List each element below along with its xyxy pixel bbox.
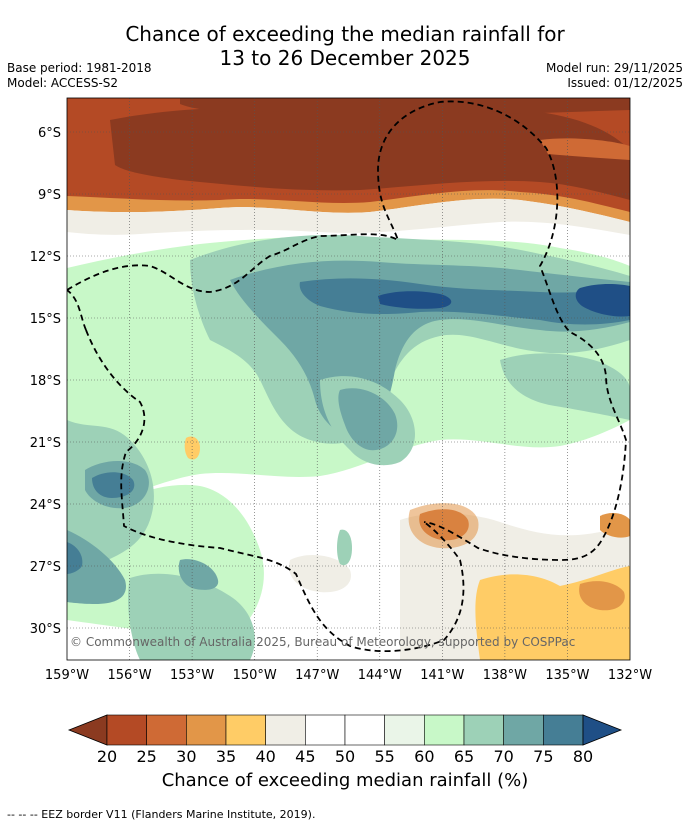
longitude-label: 135°W [545,668,589,683]
eez-border-central [67,100,627,561]
eez-border-southwest [85,329,465,652]
longitude-label: 141°W [420,668,464,683]
colorbar-bin [424,714,465,746]
footer-note: -- -- -- EEZ border V11 (Flanders Marine… [7,808,316,821]
colorbar-bin [305,714,346,746]
colorbar-bin [225,714,266,746]
issued-date: Issued: 01/12/2025 [567,76,683,90]
neutral-patch-southwest [289,555,351,593]
longitude-label: 153°W [170,668,214,683]
latitude-label: 30°S [30,622,61,637]
dry-band-top-strip [180,98,630,114]
colorbar-bin [344,714,385,746]
colorbar-bin [265,714,306,746]
dry-band-dark [110,106,630,200]
latitude-label: 24°S [30,498,61,513]
dry-patch-east [540,138,630,160]
model-name: Model: ACCESS-S2 [7,76,119,90]
latitude-label: 15°S [30,312,61,327]
colorbar-tick-label: 40 [255,747,275,766]
wet-core-east [575,284,630,317]
latitude-label: 9°S [38,188,61,203]
title-line-2: 13 to 26 December 2025 [219,46,471,70]
colorbar-tick-label: 30 [176,747,196,766]
colorbar-tick-label: 35 [216,747,236,766]
longitude-labels: 159°W 156°W 153°W 150°W 147°W 144°W 141°W 138°W… [45,668,652,683]
wet-core-central [378,291,452,309]
dry-patch-south-east-core [579,581,625,611]
wet-region-central-lower-teal [338,388,398,451]
colorbar: 20 25 30 35 40 45 50 55 60 65 70 75 80 [67,714,623,766]
map-title: Chance of exceeding the median rainfall … [0,22,690,70]
latitude-label: 6°S [38,126,61,141]
colorbar-tick-label: 80 [573,747,593,766]
colorbar-title: Chance of exceeding median rainfall (%) [161,770,529,791]
longitude-label: 159°W [45,668,89,683]
eez-borders [67,100,627,652]
neutral-band [67,198,630,235]
colorbar-arrow-high [582,714,623,746]
colorbar-tick-label: 70 [493,747,513,766]
colorbar-bin [543,714,584,746]
wet-cluster-west-dark [92,472,135,498]
colorbar-tick-label: 75 [533,747,553,766]
longitude-label: 156°W [107,668,151,683]
longitude-label: 150°W [233,668,277,683]
colorbar-arrow-low [67,714,108,746]
eez-border-west-link [67,289,87,331]
longitude-label: 144°W [358,668,402,683]
wet-cluster-southwest [67,530,126,604]
latitude-label: 21°S [30,436,61,451]
latitude-label: 12°S [30,250,61,265]
colorbar-tick-label: 20 [97,747,117,766]
dry-patch-east-lower [600,513,630,538]
rainfall-field [67,98,630,660]
longitude-label: 147°W [295,668,339,683]
longitude-label: 132°W [608,668,652,683]
latitude-label: 27°S [30,560,61,575]
latitude-label: 18°S [30,374,61,389]
title-line-1: Chance of exceeding the median rainfall … [125,22,565,46]
colorbar-tick-label: 60 [414,747,434,766]
map-frame [66,97,631,661]
colorbar-tick-label: 50 [335,747,355,766]
longitude-label: 138°W [483,668,527,683]
gridlines [67,98,630,660]
colorbar-tick-label: 65 [454,747,474,766]
wet-patch-south-teal [178,559,219,590]
colorbar-bin [106,714,147,746]
run-info: Model run: 29/11/2025 Issued: 01/12/2025 [546,61,683,91]
wet-region-east-central [500,353,630,420]
wet-patch-strip [337,529,352,566]
colorbar-tick-label: 55 [374,747,394,766]
colorbar-bin [186,714,227,746]
base-period: Base period: 1981-2018 [7,61,152,75]
wet-region-dark [299,278,630,325]
latitude-labels: 6°S 9°S 12°S 15°S 18°S 21°S 24°S 27°S 30°S [30,126,61,637]
copyright-text: © Commonwealth of Australia 2025, Bureau… [70,635,575,649]
colorbar-tick-label: 45 [295,747,315,766]
colorbar-tick-label: 25 [136,747,156,766]
colorbar-bin [503,714,544,746]
model-info: Base period: 1981-2018 Model: ACCESS-S2 [7,61,152,91]
wet-patch-south [128,573,255,660]
model-run-date: Model run: 29/11/2025 [545,61,683,75]
colorbar-bin [384,714,425,746]
colorbar-bin [463,714,504,746]
colorbar-bin [146,714,187,746]
